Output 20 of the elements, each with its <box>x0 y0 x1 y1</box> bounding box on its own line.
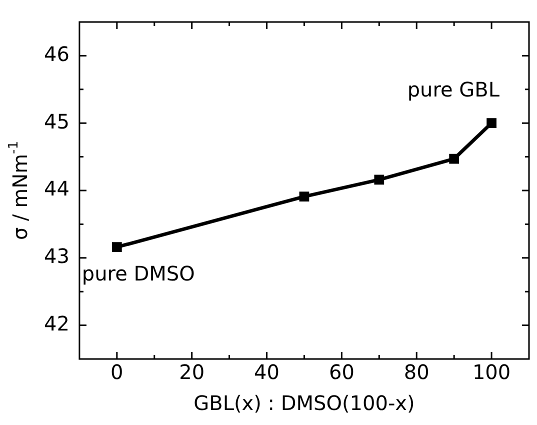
point <box>299 192 310 202</box>
y-tick-label: 43 <box>44 244 70 268</box>
y-axis-title: σ / mNm-1 <box>6 140 32 240</box>
x-tick-label: 0 <box>110 360 124 384</box>
y-tick-label: 44 <box>44 176 70 201</box>
annotation: pure DMSO <box>82 261 195 286</box>
point <box>486 118 496 128</box>
x-tick-label: 60 <box>328 360 354 384</box>
point <box>374 174 384 185</box>
point <box>449 154 460 164</box>
y-tick-label: 46 <box>44 42 70 66</box>
x-axis-title: GBL(x) : DMSO(100-x) <box>194 391 415 416</box>
point <box>112 242 122 252</box>
annotation: pure GBL <box>407 77 500 102</box>
x-tick-label: 100 <box>472 360 511 384</box>
y-tick-label: 42 <box>44 312 70 336</box>
y-tick-label: 45 <box>44 109 70 134</box>
x-tick-label: 20 <box>179 360 205 384</box>
x-tick-label: 40 <box>254 360 280 384</box>
x-tick-label: 80 <box>404 360 430 384</box>
